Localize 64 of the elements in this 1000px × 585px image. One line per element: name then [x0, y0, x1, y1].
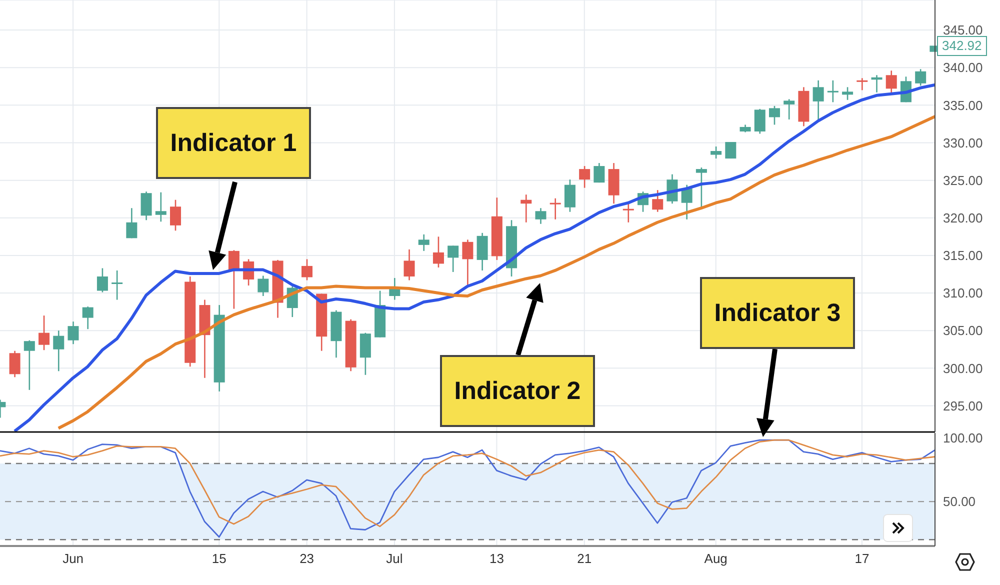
y-tick-label: 320.00: [943, 210, 983, 226]
y-tick-label: 315.00: [943, 248, 983, 264]
candlestick: [594, 162, 605, 184]
y-tick-label: 345.00: [943, 22, 983, 38]
annotation: Indicator 2: [440, 355, 595, 427]
x-tick-label: Jul: [386, 551, 403, 566]
candlestick: [96, 268, 108, 293]
candlestick: [696, 166, 707, 208]
candlestick: [140, 190, 152, 221]
candlestick: [520, 194, 532, 224]
candlestick: [404, 248, 415, 281]
x-tick-label: 15: [212, 551, 226, 566]
y-tick-label: 310.00: [943, 286, 983, 301]
x-tick-label: Jun: [62, 551, 84, 566]
candlestick: [462, 239, 474, 286]
candlestick: [652, 189, 664, 213]
candlestick: [886, 70, 897, 94]
x-tick-label: 17: [854, 551, 870, 566]
candlestick: [784, 98, 795, 120]
candlestick: [550, 198, 561, 220]
x-tick-label: 13: [489, 551, 504, 566]
candlestick: [448, 245, 459, 273]
annotation: Indicator 1: [156, 107, 311, 179]
candlestick: [112, 270, 123, 300]
candlestick: [432, 236, 444, 268]
candlestick: [579, 165, 590, 188]
y-tick-label: 300.00: [943, 360, 983, 376]
candlestick: [754, 108, 766, 134]
candlestick: [53, 330, 64, 372]
candlestick: [768, 105, 780, 126]
candlestick: [681, 184, 692, 220]
y-tick-label: 295.00: [943, 398, 983, 414]
candlestick: [622, 202, 634, 224]
x-tick-label: 23: [300, 551, 314, 566]
candlestick: [9, 350, 20, 378]
candlestick: [856, 77, 868, 91]
candlestick: [24, 340, 35, 391]
candlestick: [710, 146, 722, 160]
candlestick: [827, 80, 838, 103]
candlestick: [812, 80, 824, 121]
candlestick: [301, 258, 312, 281]
candlestick: [915, 68, 926, 86]
text: 342.92: [937, 36, 987, 56]
candlestick: [68, 320, 79, 345]
candlestick: [170, 199, 182, 232]
candlestick: [418, 234, 430, 252]
y-tick-label: 100.00: [943, 430, 983, 446]
candlestick: [258, 275, 269, 297]
x-tick-label: 21: [577, 551, 592, 566]
y-tick-label: 330.00: [943, 135, 983, 150]
candlestick: [535, 207, 546, 225]
candlestick: [564, 178, 576, 213]
candlestick: [38, 314, 50, 351]
candlestick: [126, 207, 138, 239]
y-tick-label: 305.00: [943, 323, 983, 338]
annotation: Indicator 3: [700, 277, 855, 349]
candlestick: [842, 86, 854, 101]
candlestick: [82, 306, 94, 330]
y-tick-label: 340.00: [943, 60, 983, 76]
y-tick-label: 50.00: [943, 494, 976, 510]
x-tick-label: Aug: [704, 551, 728, 566]
y-tick-label: 325.00: [943, 172, 983, 188]
y-tick-label: 335.00: [943, 98, 983, 113]
candlestick: [155, 192, 166, 222]
